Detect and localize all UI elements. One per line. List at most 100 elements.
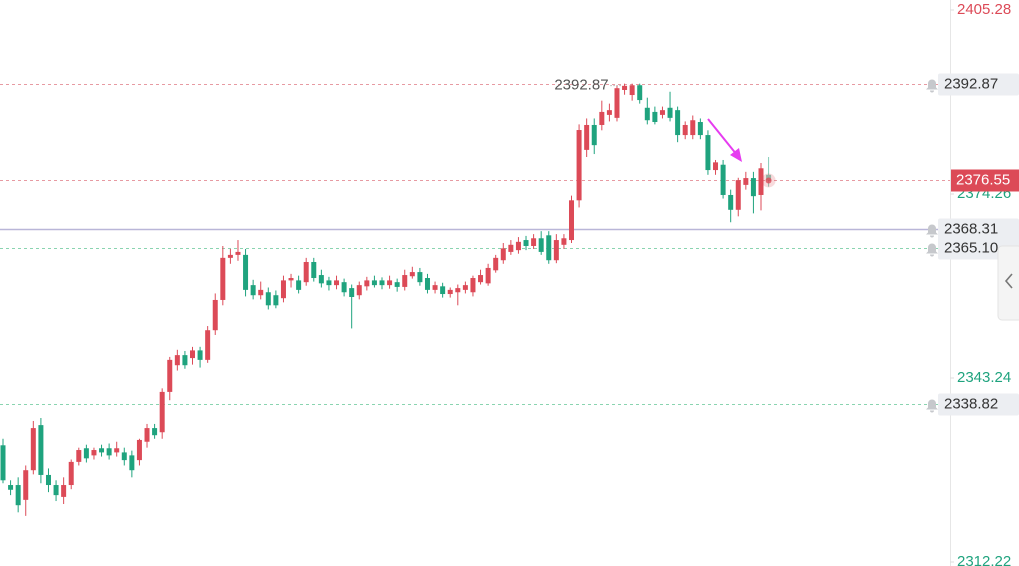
candle [61, 477, 67, 505]
candle-body [159, 391, 165, 433]
candle [136, 438, 142, 466]
candle-body [288, 278, 294, 281]
candle-body [83, 448, 89, 459]
candles [0, 83, 772, 516]
candle-body [690, 120, 696, 136]
candle [576, 124, 582, 208]
candle-body [417, 272, 423, 283]
candle [38, 418, 44, 484]
candle-body [364, 280, 370, 287]
candle-body [622, 85, 628, 90]
candle [743, 171, 749, 190]
candle [121, 447, 127, 466]
candle-body [705, 135, 711, 171]
candle [356, 281, 362, 300]
candle [68, 459, 74, 490]
candle [15, 477, 21, 513]
candle [190, 346, 195, 365]
candle-body [341, 282, 347, 293]
candle-body [432, 285, 438, 290]
candle [280, 275, 286, 303]
candle [515, 237, 521, 254]
candle-body [38, 425, 44, 475]
candle [697, 118, 703, 140]
candle-body [250, 285, 256, 296]
candle-body [735, 180, 741, 210]
candle-body [538, 238, 544, 252]
candle [30, 420, 36, 475]
candle-body [296, 280, 302, 290]
candle [91, 447, 97, 460]
candle-body [553, 240, 559, 261]
candle-body [652, 111, 658, 123]
alert-price-box [938, 73, 1019, 96]
candle [83, 444, 89, 463]
candle [424, 273, 430, 294]
candle [288, 273, 294, 288]
candle [447, 287, 453, 298]
candle [152, 423, 158, 439]
candle-body [697, 122, 703, 136]
candle-body [599, 111, 605, 125]
alert-price-label: 2338.82 [944, 395, 998, 412]
candle-body [212, 299, 218, 331]
alert-price-label: 2365.10 [944, 239, 998, 256]
y-tick-label: 2343.24 [957, 369, 1011, 386]
candle-body [182, 355, 188, 366]
candle [705, 130, 711, 175]
last-price-dot [765, 177, 772, 184]
candle-body [455, 288, 461, 293]
candle-body [614, 88, 620, 118]
candle [561, 234, 567, 249]
y-tick-label: 2405.28 [957, 1, 1011, 18]
candle-body [713, 162, 719, 171]
candle [364, 276, 370, 291]
candle-body [470, 278, 476, 293]
candle-body [280, 280, 286, 299]
candle [334, 275, 340, 290]
price-levels [0, 84, 950, 405]
candle-body [318, 275, 324, 284]
candle [197, 346, 203, 368]
candle-body [569, 200, 574, 241]
candle [637, 83, 643, 104]
candle-body [30, 428, 36, 471]
collapse-icon [1004, 273, 1013, 289]
candle-body [750, 178, 756, 197]
candle [569, 195, 574, 244]
candle-body [659, 110, 665, 115]
candle-body [387, 280, 393, 286]
candle-body [447, 289, 453, 295]
candle-body [409, 272, 415, 277]
candle [387, 275, 393, 289]
candle [235, 240, 241, 261]
candle-body [136, 439, 142, 461]
candle-body [743, 178, 749, 185]
candle-body [462, 285, 468, 290]
candle [485, 263, 491, 286]
candle [682, 121, 688, 140]
candle [629, 83, 635, 101]
candle [144, 423, 150, 448]
candle [318, 269, 324, 288]
candle-body [478, 275, 484, 283]
candle-body [167, 359, 173, 392]
y-tick-label: 2312.22 [957, 553, 1011, 566]
candle [523, 235, 529, 251]
candle-body [61, 485, 67, 497]
candle-body [190, 350, 195, 359]
candle-body [720, 164, 726, 195]
candle-body [402, 275, 408, 287]
current-price-box [951, 169, 1019, 192]
candle [45, 468, 51, 493]
candle [599, 100, 605, 131]
candle-body [440, 286, 446, 295]
candle [227, 248, 233, 264]
collapse-button[interactable] [997, 245, 1019, 321]
candle-body [45, 474, 51, 486]
candle [250, 279, 256, 300]
candle-body [531, 238, 537, 246]
candle [23, 465, 29, 516]
candle [379, 277, 385, 290]
